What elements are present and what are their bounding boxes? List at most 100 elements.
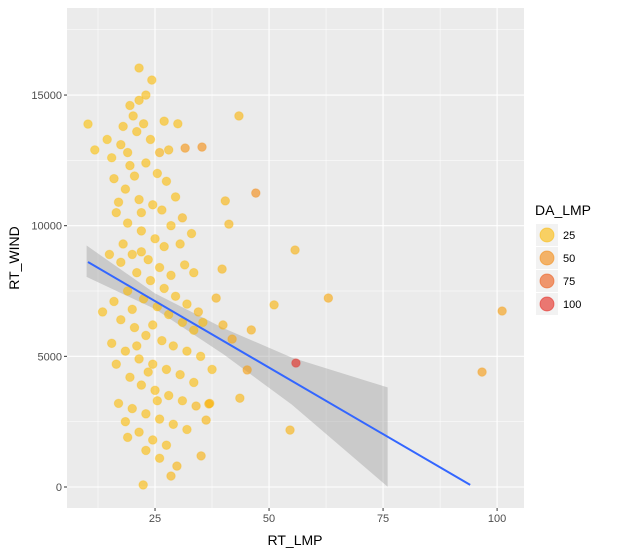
data-point <box>251 188 261 198</box>
data-point <box>204 398 215 409</box>
data-point <box>147 199 158 210</box>
regression-line-group <box>87 261 471 486</box>
y-tick-label: 5000 <box>38 351 62 363</box>
data-point <box>161 176 172 187</box>
data-point <box>150 385 160 396</box>
data-point <box>118 121 128 132</box>
data-point <box>290 245 300 255</box>
data-point <box>224 219 234 229</box>
data-point <box>195 351 206 362</box>
data-point <box>159 241 169 252</box>
data-point <box>134 194 144 205</box>
data-point <box>134 427 144 437</box>
data-point <box>120 346 131 356</box>
data-point <box>136 207 147 218</box>
data-point <box>102 134 112 145</box>
x-tick-label: 50 <box>263 513 275 525</box>
data-point <box>497 306 507 316</box>
data-point <box>147 435 158 445</box>
data-point <box>182 346 192 356</box>
data-point <box>141 158 151 168</box>
data-point <box>141 90 151 100</box>
data-point <box>154 414 165 424</box>
data-point <box>141 409 151 419</box>
data-point <box>116 314 126 325</box>
data-point <box>147 359 158 369</box>
data-point <box>134 354 144 364</box>
axes: 25 50 75 100 0 5000 10000 15000 <box>31 90 506 525</box>
data-point <box>111 359 122 369</box>
data-point <box>134 63 144 73</box>
x-axis-title: RT_LMP <box>268 532 323 548</box>
data-point <box>180 143 190 153</box>
legend: 25 50 75 100 <box>536 224 581 315</box>
data-point <box>136 380 147 390</box>
data-point <box>188 377 199 388</box>
data-point <box>116 139 126 150</box>
data-point <box>106 152 117 163</box>
data-point <box>163 390 174 401</box>
data-point <box>168 341 179 351</box>
x-tick-label: 75 <box>377 513 389 525</box>
data-point <box>166 471 176 481</box>
data-point <box>122 218 133 228</box>
data-point <box>136 247 147 257</box>
data-point <box>127 304 138 315</box>
data-point <box>147 75 157 85</box>
data-point <box>234 111 244 121</box>
data-point <box>83 119 93 129</box>
data-point <box>141 445 151 456</box>
data-point <box>111 207 122 218</box>
data-point <box>120 416 131 427</box>
legend-swatch <box>539 296 555 312</box>
data-point <box>177 213 188 223</box>
data-point <box>201 415 211 425</box>
data-point <box>122 286 133 296</box>
data-point <box>477 367 487 377</box>
data-point <box>159 283 169 294</box>
data-point <box>129 322 140 333</box>
data-point <box>172 461 182 471</box>
y-tick-label: 10000 <box>31 221 62 233</box>
data-point <box>198 317 208 328</box>
data-point <box>90 145 100 155</box>
data-point <box>136 226 147 236</box>
data-point <box>161 440 172 450</box>
x-tick-label: 100 <box>488 513 506 525</box>
data-point <box>175 369 185 380</box>
data-point <box>168 419 179 430</box>
data-point <box>129 171 140 181</box>
data-point <box>166 270 176 281</box>
data-point <box>227 334 237 344</box>
data-point <box>175 239 185 249</box>
legend-label: 100 <box>563 299 581 311</box>
data-point <box>138 118 149 129</box>
data-point <box>207 364 217 375</box>
data-point <box>269 300 279 310</box>
data-point <box>125 372 135 383</box>
data-point <box>188 325 199 336</box>
data-point <box>134 95 144 106</box>
data-point <box>109 173 119 184</box>
data-point <box>116 257 126 268</box>
data-point <box>143 367 153 377</box>
data-point <box>196 451 206 461</box>
data-point <box>323 293 334 303</box>
data-point <box>138 480 148 490</box>
points <box>83 63 507 490</box>
data-point <box>154 453 165 464</box>
data-point <box>125 160 135 171</box>
data-point <box>131 341 142 351</box>
data-point <box>217 264 227 274</box>
data-point <box>193 307 204 317</box>
data-point <box>122 147 133 158</box>
regression-line <box>87 261 471 486</box>
data-point <box>220 196 231 206</box>
data-point <box>177 395 188 406</box>
data-point <box>122 432 133 443</box>
data-point <box>170 192 181 202</box>
data-point <box>131 126 142 137</box>
legend-label: 25 <box>563 230 575 242</box>
